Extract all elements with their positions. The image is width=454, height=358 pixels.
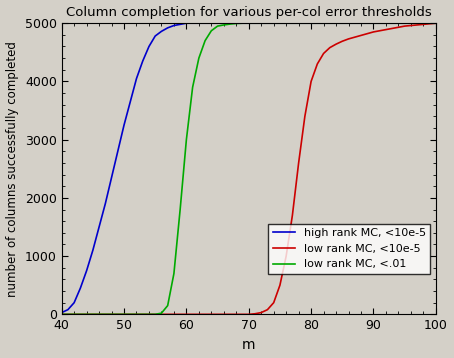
Y-axis label: number of columns successfully completed: number of columns successfully completed <box>6 41 19 297</box>
low rank MC, <10e-5 <box>277 283 283 287</box>
low rank MC, <10e-5 <box>358 33 364 38</box>
low rank MC, <10e-5 <box>377 29 382 33</box>
high rank MC, <10e-5 <box>340 21 345 25</box>
low rank MC, <.01 <box>184 137 189 142</box>
low rank MC, <.01 <box>308 21 314 25</box>
low rank MC, <.01 <box>240 21 245 25</box>
low rank MC, <.01 <box>277 21 283 25</box>
low rank MC, <10e-5 <box>215 312 220 316</box>
Title: Column completion for various per-col error thresholds: Column completion for various per-col er… <box>66 6 432 19</box>
high rank MC, <10e-5 <box>96 225 102 229</box>
high rank MC, <10e-5 <box>165 26 170 30</box>
high rank MC, <10e-5 <box>65 308 71 312</box>
high rank MC, <10e-5 <box>178 22 183 26</box>
high rank MC, <10e-5 <box>371 21 376 25</box>
high rank MC, <10e-5 <box>84 268 89 273</box>
low rank MC, <.01 <box>159 311 164 315</box>
high rank MC, <10e-5 <box>146 44 152 49</box>
high rank MC, <10e-5 <box>103 202 108 206</box>
low rank MC, <10e-5 <box>246 312 252 316</box>
low rank MC, <10e-5 <box>340 39 345 43</box>
high rank MC, <10e-5 <box>59 310 64 315</box>
high rank MC, <10e-5 <box>184 21 189 25</box>
low rank MC, <10e-5 <box>433 21 439 25</box>
low rank MC, <.01 <box>178 207 183 212</box>
high rank MC, <10e-5 <box>128 100 133 104</box>
high rank MC, <10e-5 <box>215 21 220 25</box>
low rank MC, <.01 <box>153 312 158 316</box>
high rank MC, <10e-5 <box>115 149 120 154</box>
low rank MC, <10e-5 <box>396 25 401 29</box>
low rank MC, <10e-5 <box>352 35 357 39</box>
low rank MC, <10e-5 <box>308 79 314 83</box>
low rank MC, <10e-5 <box>415 23 420 27</box>
low rank MC, <.01 <box>258 21 264 25</box>
high rank MC, <10e-5 <box>171 23 177 28</box>
low rank MC, <10e-5 <box>333 42 339 46</box>
high rank MC, <10e-5 <box>277 21 283 25</box>
high rank MC, <10e-5 <box>109 175 114 180</box>
low rank MC, <.01 <box>233 21 239 26</box>
high rank MC, <10e-5 <box>90 248 96 252</box>
low rank MC, <10e-5 <box>383 28 389 32</box>
high rank MC, <10e-5 <box>121 123 127 127</box>
high rank MC, <10e-5 <box>71 300 77 305</box>
low rank MC, <10e-5 <box>402 24 407 28</box>
low rank MC, <10e-5 <box>296 161 301 165</box>
low rank MC, <10e-5 <box>408 23 414 28</box>
Line: low rank MC, <.01: low rank MC, <.01 <box>62 23 436 314</box>
low rank MC, <.01 <box>208 29 214 33</box>
low rank MC, <10e-5 <box>258 310 264 315</box>
low rank MC, <.01 <box>227 22 233 26</box>
low rank MC, <.01 <box>215 24 220 28</box>
low rank MC, <10e-5 <box>265 308 270 312</box>
low rank MC, <10e-5 <box>59 312 64 316</box>
low rank MC, <10e-5 <box>346 37 351 41</box>
low rank MC, <.01 <box>221 23 227 27</box>
low rank MC, <10e-5 <box>271 300 276 305</box>
low rank MC, <.01 <box>202 39 208 43</box>
X-axis label: m: m <box>242 338 256 352</box>
high rank MC, <10e-5 <box>402 21 407 25</box>
low rank MC, <10e-5 <box>252 311 258 316</box>
low rank MC, <.01 <box>340 21 345 25</box>
low rank MC, <.01 <box>371 21 376 25</box>
low rank MC, <10e-5 <box>390 26 395 30</box>
low rank MC, <10e-5 <box>321 51 326 55</box>
low rank MC, <10e-5 <box>371 30 376 34</box>
low rank MC, <10e-5 <box>420 22 426 26</box>
low rank MC, <.01 <box>146 312 152 316</box>
low rank MC, <10e-5 <box>365 32 370 36</box>
high rank MC, <10e-5 <box>78 286 83 290</box>
high rank MC, <10e-5 <box>134 76 139 81</box>
low rank MC, <.01 <box>190 85 195 90</box>
low rank MC, <.01 <box>196 56 202 60</box>
high rank MC, <10e-5 <box>153 34 158 38</box>
high rank MC, <10e-5 <box>140 59 145 63</box>
low rank MC, <.01 <box>165 304 170 308</box>
high rank MC, <10e-5 <box>433 21 439 25</box>
low rank MC, <.01 <box>171 271 177 276</box>
Legend: high rank MC, <10e-5, low rank MC, <10e-5, low rank MC, <.01: high rank MC, <10e-5, low rank MC, <10e-… <box>268 224 430 274</box>
high rank MC, <10e-5 <box>246 21 252 25</box>
low rank MC, <10e-5 <box>283 254 289 258</box>
low rank MC, <10e-5 <box>290 213 295 218</box>
low rank MC, <.01 <box>246 21 252 25</box>
Line: low rank MC, <10e-5: low rank MC, <10e-5 <box>62 23 436 314</box>
low rank MC, <10e-5 <box>315 62 320 66</box>
low rank MC, <.01 <box>59 312 64 316</box>
high rank MC, <10e-5 <box>308 21 314 25</box>
low rank MC, <10e-5 <box>327 45 332 50</box>
low rank MC, <.01 <box>252 21 258 25</box>
high rank MC, <10e-5 <box>159 29 164 34</box>
low rank MC, <10e-5 <box>302 114 308 118</box>
low rank MC, <10e-5 <box>427 21 432 26</box>
low rank MC, <.01 <box>433 21 439 25</box>
Line: high rank MC, <10e-5: high rank MC, <10e-5 <box>62 23 436 313</box>
low rank MC, <.01 <box>402 21 407 25</box>
